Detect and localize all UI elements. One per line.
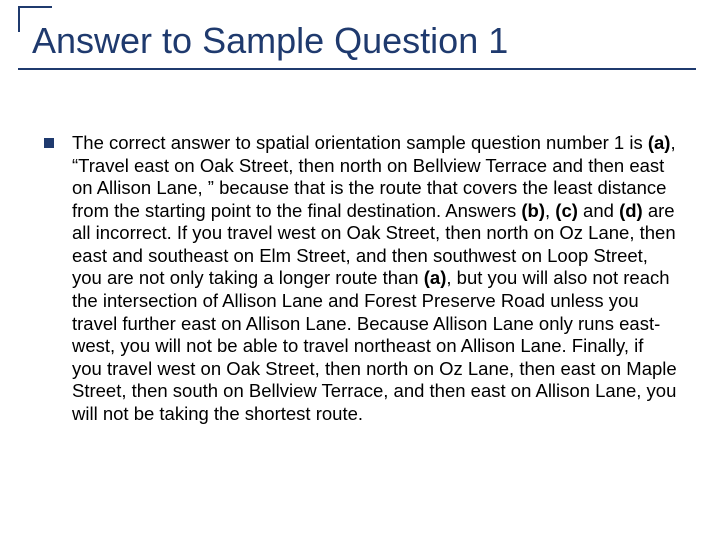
text-run: , (545, 200, 555, 221)
answer-ref-b: (b) (521, 200, 545, 221)
text-run: , but you will also not reach the inters… (72, 267, 677, 423)
body-area: The correct answer to spatial orientatio… (44, 132, 678, 425)
answer-ref-a: (a) (648, 132, 671, 153)
answer-ref-d: (d) (619, 200, 643, 221)
slide: Answer to Sample Question 1 The correct … (0, 0, 720, 540)
bullet-item: The correct answer to spatial orientatio… (44, 132, 678, 425)
square-bullet-icon (44, 138, 54, 148)
answer-ref-a-2: (a) (424, 267, 447, 288)
text-run: The correct answer to spatial orientatio… (72, 132, 648, 153)
title-underline (18, 68, 696, 70)
bullet-text: The correct answer to spatial orientatio… (72, 132, 678, 425)
slide-title: Answer to Sample Question 1 (32, 20, 508, 62)
answer-ref-c: (c) (555, 200, 578, 221)
text-run: and (578, 200, 619, 221)
